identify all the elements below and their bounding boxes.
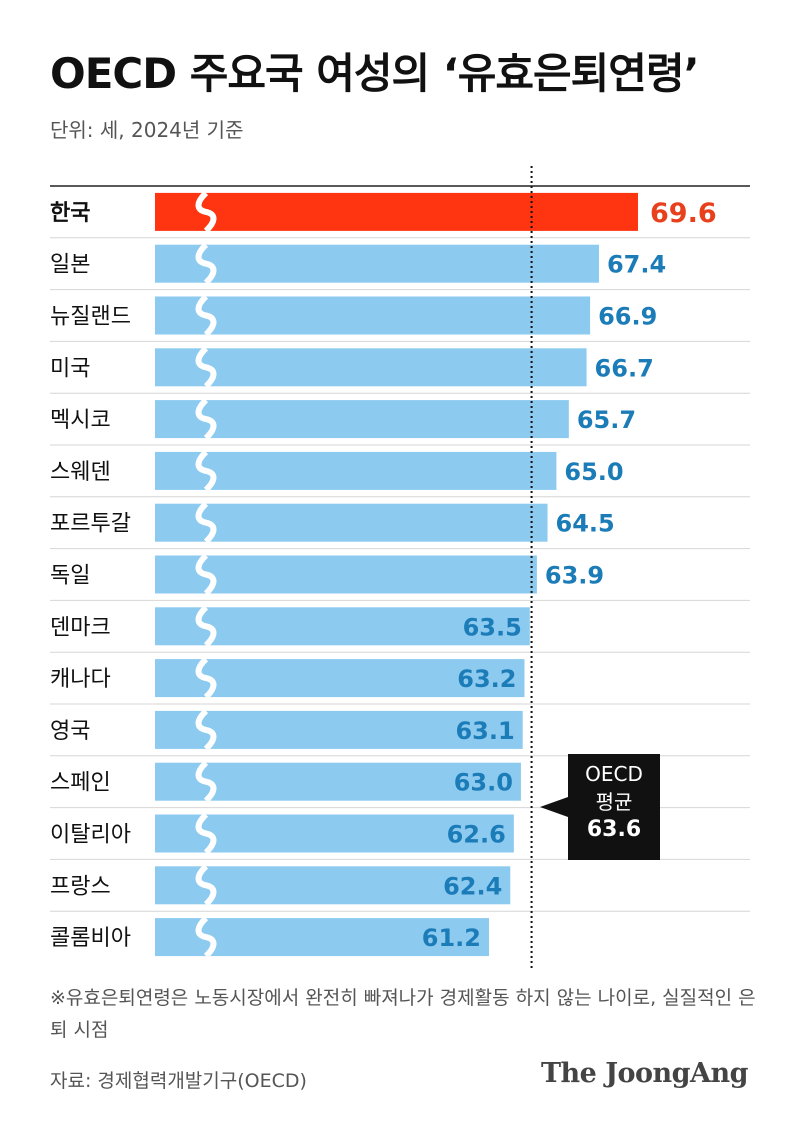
average-callout: OECD 평균 63.6 <box>568 754 660 860</box>
axis-break-mark <box>195 190 217 234</box>
value-label: 63.1 <box>455 717 514 745</box>
bar <box>155 296 591 335</box>
category-label: 멕시코 <box>50 408 111 433</box>
average-callout-pointer <box>540 797 568 817</box>
axis-break-mark <box>195 915 217 959</box>
average-label-line1: OECD <box>585 762 643 786</box>
bar <box>155 659 525 698</box>
category-label: 덴마크 <box>50 615 111 640</box>
value-label: 62.4 <box>443 872 502 900</box>
category-label: 독일 <box>50 564 90 589</box>
bar <box>155 607 530 646</box>
category-label: 미국 <box>50 356 90 381</box>
axis-break-mark <box>195 449 217 493</box>
category-label: 스웨덴 <box>50 460 111 485</box>
publisher-logo: The JoongAng <box>540 1058 749 1089</box>
axis-break-mark <box>195 397 217 441</box>
category-label: 영국 <box>50 719 90 744</box>
category-label: 이탈리아 <box>50 823 131 848</box>
axis-break-mark <box>195 294 217 337</box>
category-label: 일본 <box>50 253 90 278</box>
value-label: 63.5 <box>463 613 522 641</box>
axis-break-mark <box>195 501 217 544</box>
axis-break-mark <box>195 708 217 752</box>
bar <box>155 451 557 490</box>
value-label: 64.5 <box>556 510 615 538</box>
footnote: ※유효은퇴연령은 노동시장에서 완전히 빠져나가 경제활동 하지 않는 나이로,… <box>50 987 756 1041</box>
value-label: 67.4 <box>607 251 666 279</box>
category-label: 한국 <box>50 201 90 226</box>
category-label: 프랑스 <box>50 874 111 899</box>
value-label: 66.9 <box>598 303 657 331</box>
value-label: 62.6 <box>447 821 506 849</box>
bar <box>155 348 587 387</box>
axis-break-mark <box>195 346 217 389</box>
average-value: 63.6 <box>586 817 642 842</box>
category-label: 캐나다 <box>50 667 111 692</box>
axis-break-mark <box>195 760 217 803</box>
value-label: 63.9 <box>545 562 604 590</box>
value-label: 65.0 <box>564 458 623 486</box>
bar-chart: 한국 69.6 일본 67.4 뉴질랜드 66.9 미국 66.7 멕시코 65.7 스웨덴 65.0… <box>50 166 750 969</box>
bar <box>155 400 569 439</box>
bar <box>155 244 599 283</box>
value-label: 63.0 <box>454 769 513 797</box>
chart-subtitle: 단위: 세, 2024년 기준 <box>50 118 244 142</box>
bar <box>155 555 537 594</box>
bar <box>155 762 521 801</box>
value-label: 69.6 <box>650 198 717 229</box>
axis-break-mark <box>195 605 217 648</box>
bar <box>155 503 548 542</box>
category-label: 포르투갈 <box>50 512 131 537</box>
category-label: 스페인 <box>50 771 111 796</box>
bar <box>155 710 523 749</box>
category-label: 콜롬비아 <box>50 926 131 951</box>
bar <box>155 192 638 231</box>
category-label: 뉴질랜드 <box>50 305 131 330</box>
value-label: 63.2 <box>457 665 516 693</box>
average-label-line2: 평균 <box>595 790 633 814</box>
value-label: 66.7 <box>595 354 654 382</box>
axis-break-mark <box>195 656 217 700</box>
axis-break-mark <box>195 864 217 907</box>
value-label: 65.7 <box>577 406 636 434</box>
chart-title: OECD 주요국 여성의 ‘유효은퇴연령’ <box>50 49 700 98</box>
axis-break-mark <box>195 242 217 285</box>
source-credit: 자료: 경제협력개발기구(OECD) <box>50 1070 307 1092</box>
value-label: 61.2 <box>422 924 481 952</box>
axis-break-mark <box>195 812 217 855</box>
axis-break-mark <box>195 553 217 596</box>
